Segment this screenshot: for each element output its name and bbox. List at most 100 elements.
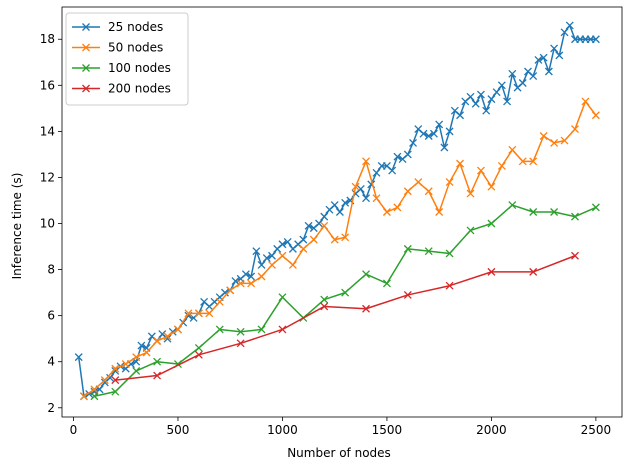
- data-point: [445, 281, 454, 290]
- data-point: [106, 373, 115, 382]
- x-tick-label: 2500: [581, 423, 612, 437]
- data-point: [591, 203, 600, 212]
- y-tick-label: 18: [40, 32, 55, 46]
- y-tick-label: 16: [40, 78, 55, 92]
- legend-marker: [82, 43, 90, 52]
- data-point: [320, 302, 329, 311]
- series-1: [79, 97, 600, 401]
- legend-item: 200 nodes: [72, 82, 171, 96]
- legend-label: 200 nodes: [108, 82, 171, 96]
- data-point: [79, 392, 88, 401]
- data-point: [393, 203, 402, 212]
- data-point: [247, 272, 256, 281]
- data-point: [362, 270, 370, 279]
- data-point: [571, 251, 579, 260]
- data-point: [362, 157, 370, 166]
- data-point: [482, 106, 491, 115]
- data-point: [382, 208, 391, 216]
- data-point: [571, 212, 579, 221]
- axes: 0 500 1000 1500 2000 2500 2 4 6 8 10 12 14 16 18: [40, 6, 623, 437]
- series-0: [74, 21, 600, 401]
- data-point: [335, 208, 344, 216]
- series-3: [111, 251, 579, 385]
- data-point: [247, 279, 256, 288]
- data-point: [534, 56, 543, 64]
- data-point: [268, 251, 276, 260]
- data-point: [518, 79, 527, 87]
- data-point: [320, 212, 329, 221]
- data-point: [529, 157, 538, 166]
- data-point: [309, 235, 318, 244]
- data-point: [283, 237, 292, 246]
- data-point: [153, 337, 162, 345]
- data-point: [560, 28, 569, 37]
- data-point: [393, 152, 402, 161]
- data-point: [372, 194, 381, 203]
- data-point: [508, 69, 517, 78]
- data-point: [194, 309, 203, 318]
- data-point: [226, 286, 235, 295]
- data-point: [111, 364, 120, 373]
- data-point: [539, 53, 548, 62]
- data-point: [466, 92, 475, 101]
- data-point: [132, 366, 141, 375]
- x-axis-label: Number of nodes: [287, 446, 391, 460]
- data-point: [257, 272, 266, 281]
- legend-label: 25 nodes: [108, 20, 163, 34]
- y-tick-label: 14: [40, 124, 55, 138]
- plot-area: [74, 21, 600, 401]
- data-point: [341, 288, 350, 297]
- data-point: [163, 334, 172, 343]
- data-point: [304, 221, 313, 230]
- data-point: [581, 97, 590, 106]
- data-point: [241, 270, 250, 279]
- y-tick-label: 12: [40, 170, 55, 184]
- data-point: [330, 235, 339, 244]
- data-point: [565, 21, 574, 30]
- y-tick-label: 8: [47, 263, 55, 277]
- data-point: [257, 325, 266, 334]
- data-point: [320, 221, 329, 230]
- data-point: [429, 129, 438, 138]
- data-point: [471, 99, 480, 108]
- data-point: [215, 297, 224, 306]
- x-tick-label: 0: [70, 423, 78, 437]
- data-point: [555, 51, 564, 60]
- data-point: [456, 111, 465, 120]
- data-point: [497, 161, 506, 170]
- legend: 25 nodes 50 nodes 100 nodes 200 nodes: [65, 12, 189, 106]
- data-point: [529, 267, 538, 276]
- y-tick-label: 6: [47, 309, 55, 323]
- data-point: [330, 201, 339, 210]
- data-point: [487, 95, 496, 104]
- data-point: [571, 125, 579, 134]
- data-point: [278, 293, 287, 302]
- data-point: [445, 178, 454, 187]
- data-point: [299, 235, 308, 244]
- data-point: [529, 208, 538, 216]
- data-point: [544, 67, 553, 76]
- data-point: [278, 251, 287, 260]
- data-point: [466, 226, 475, 235]
- data-point: [268, 261, 276, 269]
- data-point: [497, 81, 506, 90]
- data-point: [414, 178, 423, 187]
- data-point: [388, 166, 397, 175]
- data-point: [466, 189, 475, 198]
- x-tick-label: 2000: [476, 423, 507, 437]
- data-point: [132, 353, 141, 362]
- data-point: [100, 376, 109, 385]
- legend-marker: [82, 84, 90, 93]
- data-point: [205, 309, 214, 318]
- data-point: [424, 187, 433, 196]
- data-point: [356, 185, 365, 193]
- data-point: [142, 348, 151, 357]
- y-axis-label: Inference time (s): [10, 173, 24, 280]
- data-point: [236, 327, 245, 336]
- data-point: [435, 208, 444, 216]
- data-point: [550, 208, 559, 216]
- data-point: [487, 219, 496, 228]
- data-point: [403, 290, 412, 299]
- data-point: [194, 343, 203, 352]
